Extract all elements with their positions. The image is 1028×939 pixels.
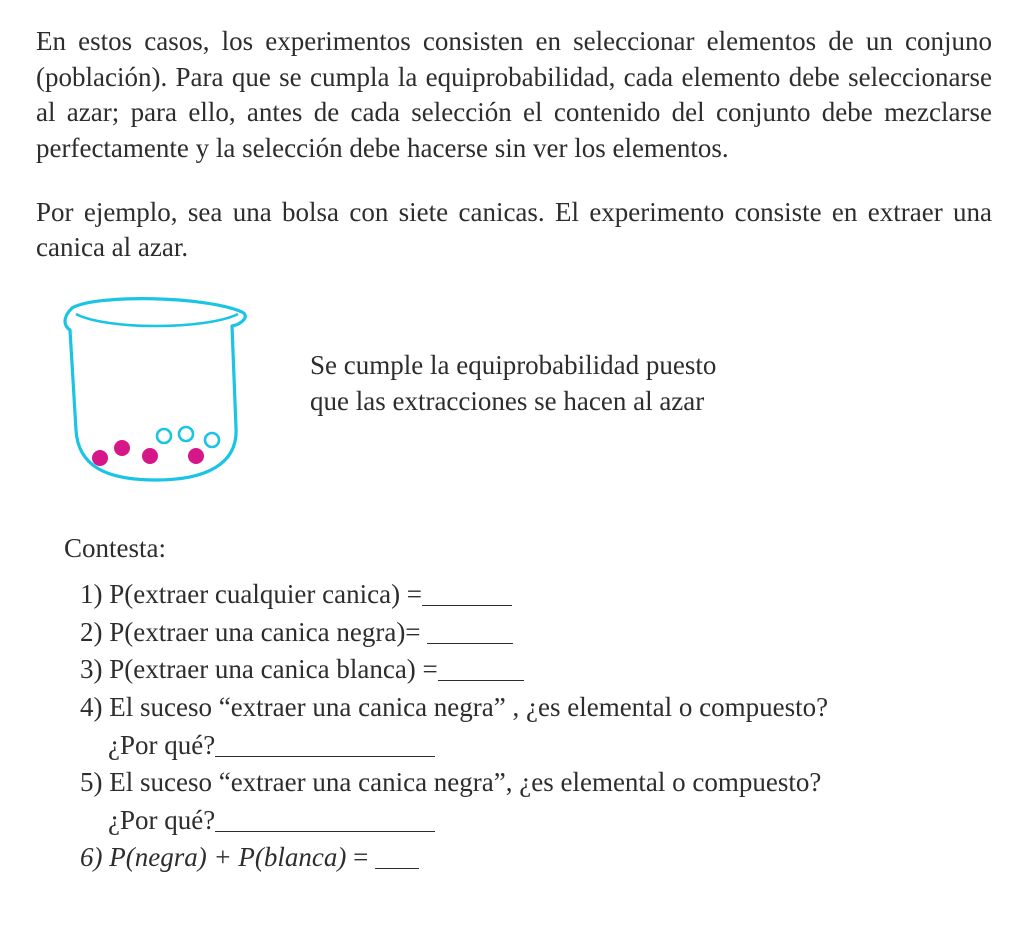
question-3-text: 3) P(extraer una canica blanca) = [80,654,438,684]
question-6-tail: = [346,842,375,872]
question-3: 3) P(extraer una canica blanca) = [80,652,992,688]
blank-q1[interactable] [422,581,512,606]
blank-q6[interactable] [375,844,419,869]
figure-row: Se cumple la equiprobabilidad puesto que… [36,284,992,504]
caption-line-2: que las extracciones se hacen al azar [310,384,992,420]
question-2-text: 2) P(extraer una canica negra)= [80,617,427,647]
jar-svg [36,284,276,494]
blank-q3[interactable] [438,656,524,681]
question-2: 2) P(extraer una canica negra)= [80,615,992,651]
question-6: 6) P(negra) + P(blanca) = [80,840,992,876]
question-4b-text: ¿Por qué? [108,730,215,760]
question-5b-text: ¿Por qué? [108,805,215,835]
question-5-text: 5) El suceso “extraer una canica negra”,… [80,767,821,797]
answer-heading: Contesta: [64,531,992,567]
question-5-sub: ¿Por qué? [108,803,992,839]
question-4: 4) El suceso “extraer una canica negra” … [80,690,992,726]
question-1: 1) P(extraer cualquier canica) = [80,577,992,613]
figure-caption: Se cumple la equiprobabilidad puesto que… [306,348,992,439]
question-5: 5) El suceso “extraer una canica negra”,… [80,765,992,801]
question-1-text: 1) P(extraer cualquier canica) = [80,579,422,609]
blank-q5[interactable] [215,806,435,831]
marble-jar-figure [36,284,306,504]
blank-q4[interactable] [215,731,435,756]
question-list: 1) P(extraer cualquier canica) = 2) P(ex… [80,577,992,876]
paragraph-intro: En estos casos, los experimentos consist… [36,24,992,167]
paragraph-example: Por ejemplo, sea una bolsa con siete can… [36,195,992,266]
blank-q2[interactable] [427,618,513,643]
caption-line-1: Se cumple la equiprobabilidad puesto [310,348,992,384]
question-4-sub: ¿Por qué? [108,728,992,764]
question-6-italic: 6) P(negra) + P(blanca) [80,842,346,872]
question-4-text: 4) El suceso “extraer una canica negra” … [80,692,828,722]
